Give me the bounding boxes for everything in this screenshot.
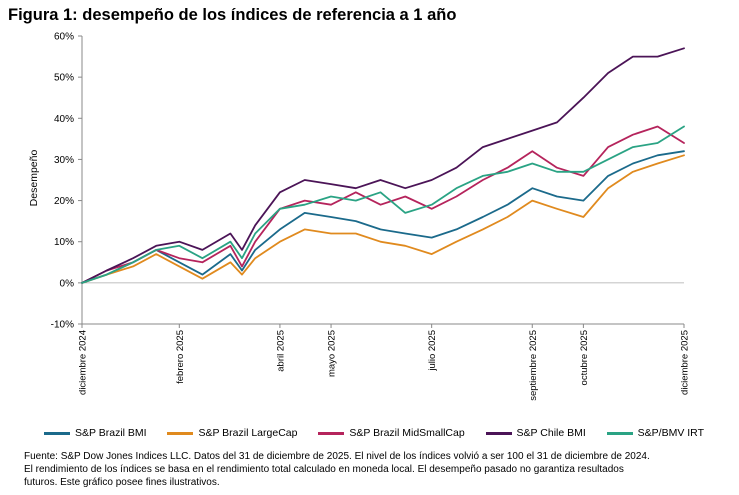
legend-item: S&P Brazil LargeCap [167,427,297,439]
legend-swatch [485,431,512,435]
legend-swatch [167,431,194,435]
x-tick-label: mayo 2025 [327,330,338,377]
legend-label: S&P Chile BMI [516,427,586,439]
legend-label: S&P Brazil MidSmallCap [349,427,465,439]
x-tick-label: octubre 2025 [579,330,590,385]
legend-item: S&P Chile BMI [485,427,586,439]
series-line [81,154,685,284]
y-axis: -10% 0% 10% 20% 30% 40% 50% 60% [51,32,83,331]
x-tick-label: julio 2025 [427,330,438,372]
y-tick-label: 0% [60,278,75,289]
legend-swatch [44,431,70,435]
x-tick-label: diciembre 2024 [78,330,89,395]
legend-swatch [606,431,633,435]
legend-label: S&P Brazil BMI [75,427,147,439]
legend-item: S&P Brazil BMI [44,427,147,439]
legend-swatch [318,431,345,435]
series-line [81,125,685,284]
y-tick-label: 10% [54,237,74,248]
y-axis-label: Desempeño [28,150,40,207]
x-tick-label: abril 2025 [275,330,286,372]
footnote: Fuente: S&P Dow Jones Indices LLC. Datos… [24,450,724,489]
series-line [81,47,685,284]
series-lines [81,47,685,284]
legend-item: S&P Brazil MidSmallCap [318,427,465,439]
legend-label: S&P Brazil LargeCap [198,427,298,439]
legend-label: S&P/BMV IRT [637,427,704,439]
y-tick-label: 40% [54,114,74,125]
series-line [81,150,685,284]
x-tick-label: febrero 2025 [175,330,186,384]
series-line [81,125,685,284]
x-tick-label: diciembre 2025 [680,330,691,395]
y-tick-label: 30% [54,155,74,166]
footnote-line: Fuente: S&P Dow Jones Indices LLC. Datos… [24,451,650,462]
y-tick-label: -10% [51,320,74,331]
y-tick-label: 50% [54,73,74,84]
line-chart: -10% 0% 10% 20% 30% 40% 50% 60% diciembre 2024 f… [28,32,691,401]
legend: S&P Brazil BMI S&P Brazil LargeCap S&P Bra… [44,427,704,439]
x-axis: diciembre 2024 febrero 2025 abril 2025 mayo… [78,323,691,401]
y-tick-label: 60% [54,32,74,43]
x-tick-label: septiembre 2025 [528,330,539,401]
y-tick-label: 20% [54,196,74,207]
chart-title: Figura 1: desempeño de los índices de re… [8,6,457,24]
footnote-line: El rendimiento de los índices se basa en… [24,464,624,475]
footnote-line: futuros. Este gráfico posee fines ilustr… [24,477,220,488]
legend-item: S&P/BMV IRT [606,427,704,439]
